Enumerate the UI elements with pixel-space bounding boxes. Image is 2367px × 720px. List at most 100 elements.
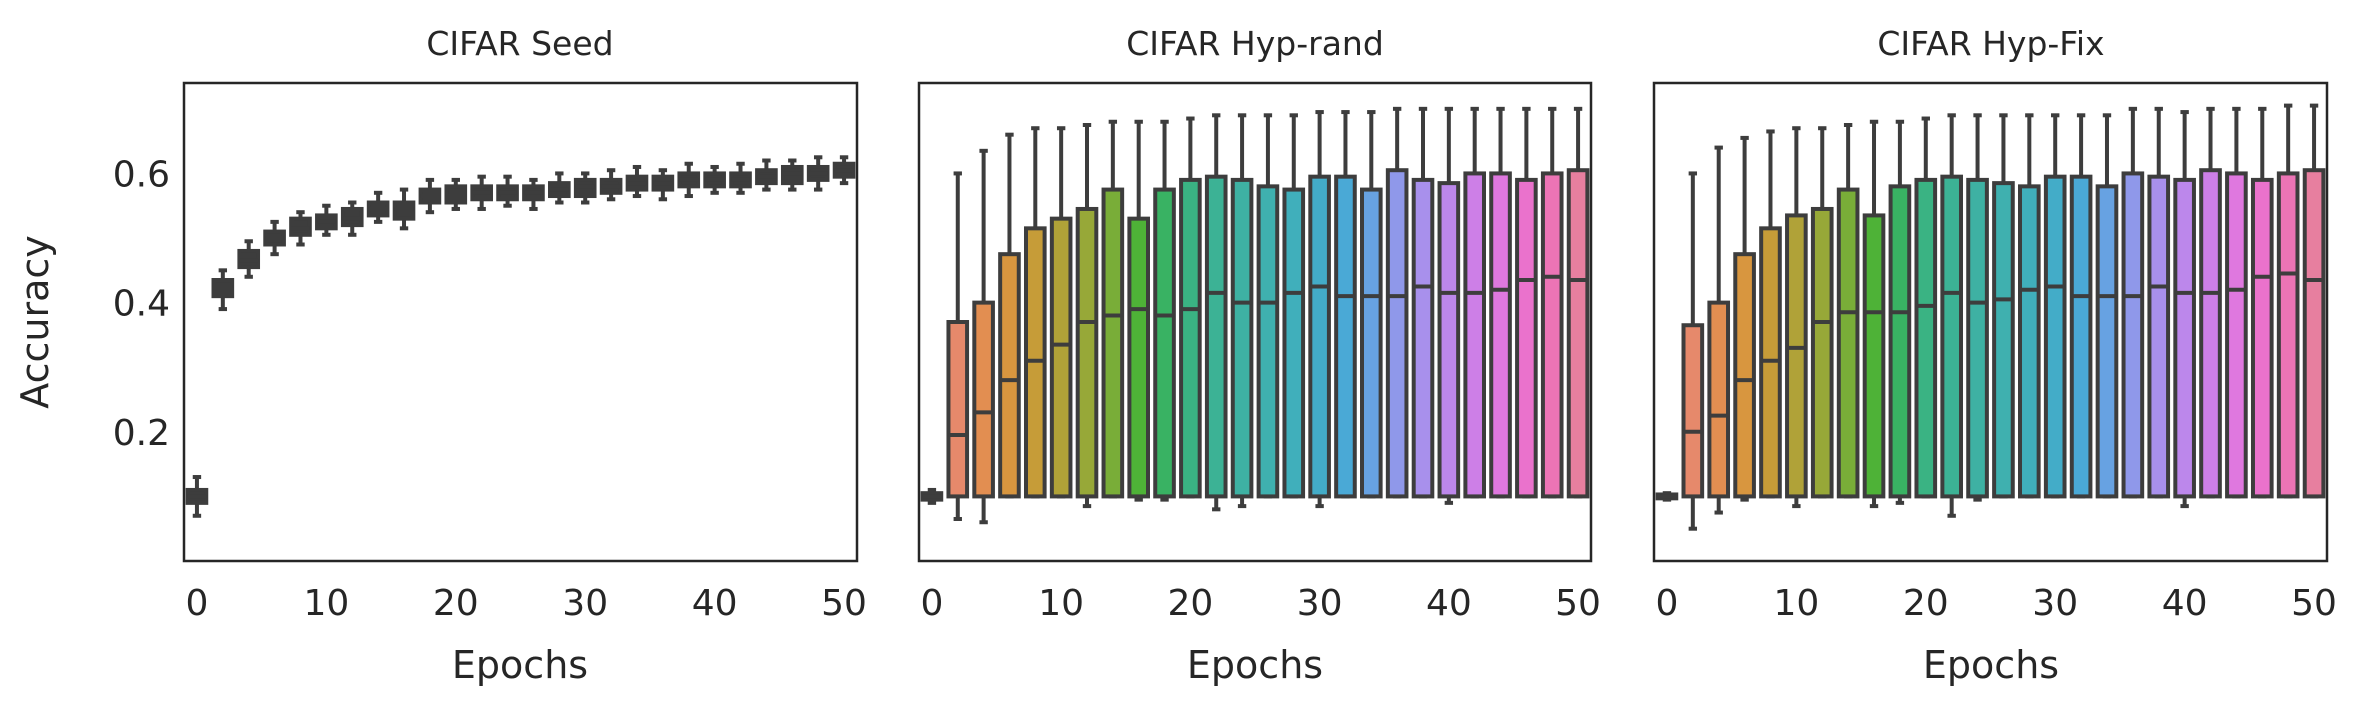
box-iqr (1230, 177, 1254, 499)
box-epoch-14 (1101, 119, 1125, 499)
box-iqr (2302, 168, 2326, 499)
box-epoch-42 (1463, 106, 1486, 499)
box-epoch-18 (418, 177, 442, 215)
box-epoch-32 (2069, 113, 2093, 499)
box-iqr (1127, 216, 1150, 499)
box-epoch-2 (211, 268, 235, 312)
box-epoch-40 (703, 164, 726, 195)
box-epoch-14 (366, 190, 390, 224)
box-iqr (1256, 184, 1280, 499)
box-epoch-44 (1489, 106, 1512, 499)
box-iqr (2018, 184, 2041, 499)
box-iqr (1540, 171, 1564, 499)
box-epoch-48 (2276, 103, 2300, 499)
box-epoch-2 (1681, 171, 1705, 531)
box-epoch-24 (496, 174, 519, 208)
box-iqr (946, 320, 970, 499)
box-iqr (1810, 206, 1834, 499)
x-tick-label: 40 (1426, 583, 1472, 624)
box-epoch-40 (2173, 110, 2196, 509)
box-marks (920, 106, 1590, 525)
x-tick-label: 40 (692, 583, 738, 624)
box-epoch-0 (185, 475, 209, 518)
box-iqr (1153, 187, 1176, 499)
box-epoch-4 (1707, 145, 1731, 515)
box-epoch-6 (1733, 135, 1756, 502)
box-epoch-8 (289, 210, 312, 247)
box-iqr (1360, 187, 1383, 499)
box-epoch-28 (2018, 113, 2041, 499)
x-axis-label: Epochs (1187, 643, 1323, 687)
box-iqr (2250, 177, 2274, 499)
box-epoch-36 (2121, 106, 2145, 499)
x-tick-label: 0 (185, 583, 208, 624)
box-epoch-28 (1282, 113, 1306, 499)
box-epoch-22 (1204, 113, 1228, 512)
box-epoch-6 (998, 132, 1021, 499)
box-iqr (2199, 168, 2222, 499)
box-epoch-20 (1179, 116, 1202, 499)
box-epoch-22 (1940, 113, 1963, 518)
box-iqr (1282, 187, 1306, 499)
y-tick-label: 0.2 (113, 413, 170, 454)
y-tick-label: 0.4 (113, 284, 170, 325)
box-marks (1655, 103, 2326, 531)
box-epoch-36 (651, 168, 675, 202)
box-iqr (2069, 174, 2093, 499)
axes-frame (917, 81, 1593, 563)
box-epoch-46 (780, 158, 804, 192)
box-iqr (2147, 174, 2171, 499)
box-iqr (1992, 181, 2015, 499)
box-epoch-50 (832, 155, 856, 186)
box-epoch-2 (946, 171, 970, 522)
box-epoch-46 (2250, 106, 2274, 499)
x-tick-label: 30 (1297, 583, 1343, 624)
box-iqr (2043, 174, 2067, 499)
box-epoch-38 (2147, 106, 2171, 499)
x-tick-label: 50 (1555, 583, 1601, 624)
box-epoch-26 (1992, 113, 2015, 499)
x-tick-label: 20 (1167, 583, 1213, 624)
x-ticks: 0 10 20 30 40 50 (185, 583, 866, 624)
box-epoch-36 (1385, 106, 1409, 499)
box-iqr (1308, 174, 1331, 499)
box-epoch-8 (1759, 129, 1782, 499)
x-tick-label: 0 (1655, 583, 1678, 624)
box-iqr (2225, 171, 2248, 499)
y-ticks: 0.2 0.4 0.6 (113, 154, 170, 453)
x-tick-label: 0 (920, 583, 943, 624)
box-epoch-20 (1914, 116, 1938, 499)
x-tick-label: 10 (1038, 583, 1084, 624)
box-iqr (1489, 171, 1512, 499)
box-iqr (2095, 184, 2119, 499)
box-iqr (998, 252, 1021, 499)
box-epoch-14 (1836, 122, 1860, 499)
box-iqr (1862, 213, 1886, 499)
box-epoch-46 (1515, 106, 1538, 499)
x-tick-label: 30 (562, 583, 608, 624)
box-iqr (1681, 323, 1705, 499)
box-iqr (1707, 300, 1731, 499)
box-iqr (1385, 168, 1409, 499)
x-ticks: 0 10 20 30 40 50 (920, 583, 1601, 624)
box-epoch-16 (1127, 119, 1150, 502)
box-epoch-0 (1655, 491, 1679, 502)
box-iqr (972, 300, 995, 499)
box-iqr (1101, 187, 1125, 499)
box-epoch-34 (2095, 113, 2119, 499)
box-iqr (1334, 174, 1357, 499)
axes-frame (1652, 81, 2329, 563)
x-axis-label: Epochs (452, 643, 588, 687)
box-epoch-50 (2302, 103, 2326, 499)
x-tick-label: 20 (1903, 583, 1949, 624)
x-tick-label: 40 (2162, 583, 2208, 624)
box-epoch-42 (2199, 106, 2222, 499)
box-epoch-26 (1256, 113, 1280, 499)
box-epoch-10 (1049, 126, 1073, 499)
box-epoch-18 (1153, 119, 1176, 502)
box-epoch-16 (1862, 119, 1886, 509)
x-axis-label: Epochs (1923, 643, 2059, 687)
panel-cifar-hyp-fix: CIFAR Hyp-Fix Epochs 0 10 20 30 40 50 (1652, 24, 2337, 687)
x-tick-label: 10 (1773, 583, 1819, 624)
